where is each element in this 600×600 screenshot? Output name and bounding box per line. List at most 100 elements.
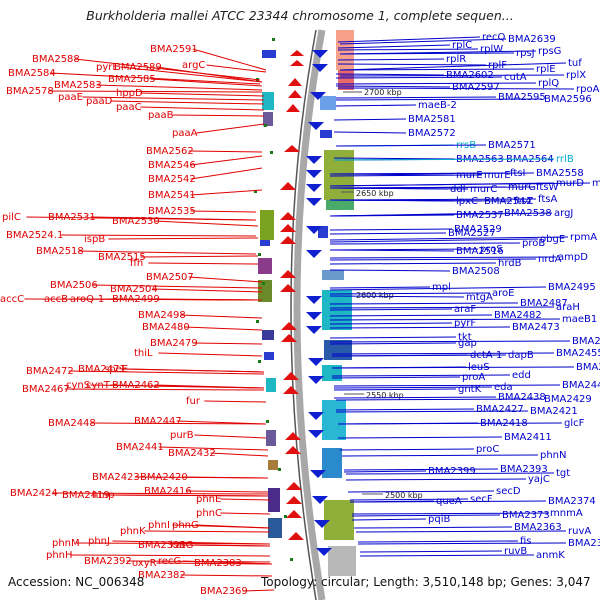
- gene-label-mray[interactable]: mraY: [592, 178, 600, 189]
- gene-label-bma2546[interactable]: BMA2546: [148, 160, 196, 171]
- gene-label-bma2421[interactable]: BMA2421: [530, 406, 578, 417]
- gene-label-bma2411[interactable]: BMA2411: [504, 432, 552, 443]
- gene-label-bma2429[interactable]: BMA2429: [544, 394, 592, 405]
- gene-label-purb[interactable]: purB: [170, 430, 194, 441]
- gene-label-bma2530[interactable]: BMA2530: [112, 216, 160, 227]
- gene-label-ftsa[interactable]: ftsA: [538, 194, 557, 205]
- gene-label-bma2448[interactable]: BMA2448: [48, 418, 96, 429]
- gene-label-tgt[interactable]: tgt: [556, 468, 570, 479]
- gene-label-glcf[interactable]: glcF: [564, 418, 585, 429]
- gene-label-bma2527[interactable]: BMA2527: [448, 228, 496, 239]
- gene-label-bma2479[interactable]: BMA2479: [150, 338, 198, 349]
- gene-label-bma2416[interactable]: BMA2416: [144, 486, 192, 497]
- gene-label-bma2473[interactable]: BMA2473: [512, 322, 560, 333]
- gene-label-proa[interactable]: proA: [462, 372, 485, 383]
- gene-label-bma2427[interactable]: BMA2427: [476, 404, 524, 415]
- gene-label-araf[interactable]: araF: [454, 304, 476, 315]
- gene-label-bma2583[interactable]: BMA2583: [54, 80, 102, 91]
- gene-label-spee[interactable]: speE: [104, 364, 128, 375]
- gene-label-bma2531[interactable]: BMA2531: [48, 212, 96, 223]
- gene-label-mtga[interactable]: mtgA: [466, 292, 493, 303]
- gene-label-phnk[interactable]: phnK: [120, 526, 146, 537]
- gene-label-bma2463[interactable]: BMA2463: [572, 336, 600, 347]
- gene-label-argc[interactable]: argC: [182, 60, 205, 71]
- gene-label-obge[interactable]: obgE: [540, 234, 565, 245]
- gene-label-bma2542[interactable]: BMA2542: [148, 174, 196, 185]
- gene-label-bma2585[interactable]: BMA2585: [108, 74, 156, 85]
- gene-label-fur[interactable]: fur: [186, 396, 201, 407]
- gene-label-tuf[interactable]: tuf: [568, 58, 582, 69]
- gene-label-bma2529[interactable]: BMA2529: [454, 224, 502, 235]
- gene-label-ampd[interactable]: ampD: [558, 252, 588, 263]
- gene-label-cyns[interactable]: cynS: [66, 380, 90, 391]
- gene-label-bma2487[interactable]: BMA2487: [520, 298, 568, 309]
- gene-label-arah[interactable]: araH: [556, 302, 580, 313]
- gene-label-pqib[interactable]: pqiB: [428, 514, 450, 525]
- gene-label-rpsg[interactable]: rpsG: [538, 46, 561, 57]
- gene-label-secd[interactable]: secD: [496, 486, 521, 497]
- gene-label-paad[interactable]: paaD: [86, 96, 113, 107]
- gene-label-fis[interactable]: fis: [520, 536, 532, 547]
- gene-label-bma2432[interactable]: BMA2432: [168, 448, 216, 459]
- gene-label-bma2535[interactable]: BMA2535: [148, 206, 196, 217]
- gene-label-bma2419[interactable]: BMA2419: [62, 490, 110, 501]
- gene-label-bma2383[interactable]: BMA2383: [194, 558, 242, 569]
- gene-label-bma2516[interactable]: BMA2516: [456, 246, 504, 257]
- gene-label-bma2369[interactable]: BMA2369: [200, 586, 248, 597]
- gene-label-pyrf[interactable]: pyrF: [454, 318, 476, 329]
- gene-label-rplr[interactable]: rplR: [446, 54, 466, 65]
- gene-label-ffh[interactable]: ffh: [130, 258, 143, 269]
- gene-label-katg[interactable]: katG: [170, 540, 193, 551]
- gene-label-bma2363[interactable]: BMA2363: [514, 522, 562, 533]
- gene-label-rpsj[interactable]: rpsJ: [516, 48, 535, 59]
- gene-label-accc[interactable]: accC: [0, 294, 24, 305]
- gene-label-bma2537[interactable]: BMA2537: [456, 210, 504, 221]
- gene-label-bma2392[interactable]: BMA2392: [84, 556, 132, 567]
- gene-label-phne[interactable]: phnE: [196, 494, 221, 505]
- gene-label-bma2588[interactable]: BMA2588: [32, 54, 80, 65]
- gene-label-ftsz[interactable]: ftsZ: [514, 196, 533, 207]
- gene-label-bma2639[interactable]: BMA2639: [508, 34, 556, 45]
- gene-label-mpl[interactable]: mpl: [432, 282, 451, 293]
- gene-label-recg[interactable]: recG: [158, 556, 181, 567]
- gene-label-lpxc[interactable]: lpxC: [456, 196, 478, 207]
- gene-label-bma2506[interactable]: BMA2506: [50, 280, 98, 291]
- gene-label-bma2597[interactable]: BMA2597: [452, 82, 500, 93]
- gene-label-bma2595[interactable]: BMA2595: [498, 92, 546, 103]
- gene-label-ispb[interactable]: ispB: [84, 234, 105, 245]
- gene-label-cynt[interactable]: cynT: [86, 380, 111, 391]
- gene-label-bma2524-1[interactable]: BMA2524.1: [6, 230, 63, 241]
- gene-label-bma2455[interactable]: BMA2455: [556, 348, 600, 359]
- gene-label-ftsw[interactable]: ftsW: [536, 182, 558, 193]
- gene-label-eda[interactable]: eda: [494, 382, 513, 393]
- gene-label-bma2578[interactable]: BMA2578: [6, 86, 54, 97]
- gene-label-bma2480[interactable]: BMA2480: [142, 322, 190, 333]
- gene-label-bma2508[interactable]: BMA2508: [452, 266, 500, 277]
- gene-label-phni[interactable]: phnI: [148, 520, 170, 531]
- gene-label-bma2373[interactable]: BMA2373: [502, 510, 550, 521]
- gene-label-bma2596[interactable]: BMA2596: [544, 94, 592, 105]
- gene-label-ddl[interactable]: ddl: [450, 184, 465, 195]
- gene-label-bma2571[interactable]: BMA2571: [488, 140, 536, 151]
- gene-label-yajc[interactable]: yajC: [528, 474, 550, 485]
- gene-label-bma2423[interactable]: BMA2423: [92, 472, 140, 483]
- gene-label-bma2420[interactable]: BMA2420: [140, 472, 188, 483]
- gene-label-bma2438[interactable]: BMA2438: [498, 392, 546, 403]
- gene-label-bma2449[interactable]: BMA2449: [576, 362, 600, 373]
- gene-label-rplx[interactable]: rplX: [566, 70, 586, 81]
- gene-label-bma2562[interactable]: BMA2562: [146, 146, 194, 157]
- gene-label-bma2581[interactable]: BMA2581: [408, 114, 456, 125]
- gene-label-bma2441[interactable]: BMA2441: [116, 442, 164, 453]
- gene-label-rplw[interactable]: rplW: [480, 44, 503, 55]
- gene-label-bma2504[interactable]: BMA2504: [110, 284, 158, 295]
- gene-label-pilc[interactable]: pilC: [2, 212, 21, 223]
- gene-label-bma2544[interactable]: BMA2544: [484, 196, 532, 207]
- gene-label-prob[interactable]: proB: [522, 238, 545, 249]
- gene-label-bma2558[interactable]: BMA2558: [536, 168, 584, 179]
- gene-label-bma2440[interactable]: BMA2440: [562, 380, 600, 391]
- gene-label-gntk[interactable]: gntK: [458, 384, 482, 395]
- gene-label-bma2495[interactable]: BMA2495: [548, 282, 596, 293]
- gene-label-bma2499[interactable]: BMA2499: [112, 294, 160, 305]
- gene-label-mure[interactable]: murE: [484, 170, 511, 181]
- gene-label-bma2589[interactable]: BMA2589: [114, 62, 162, 73]
